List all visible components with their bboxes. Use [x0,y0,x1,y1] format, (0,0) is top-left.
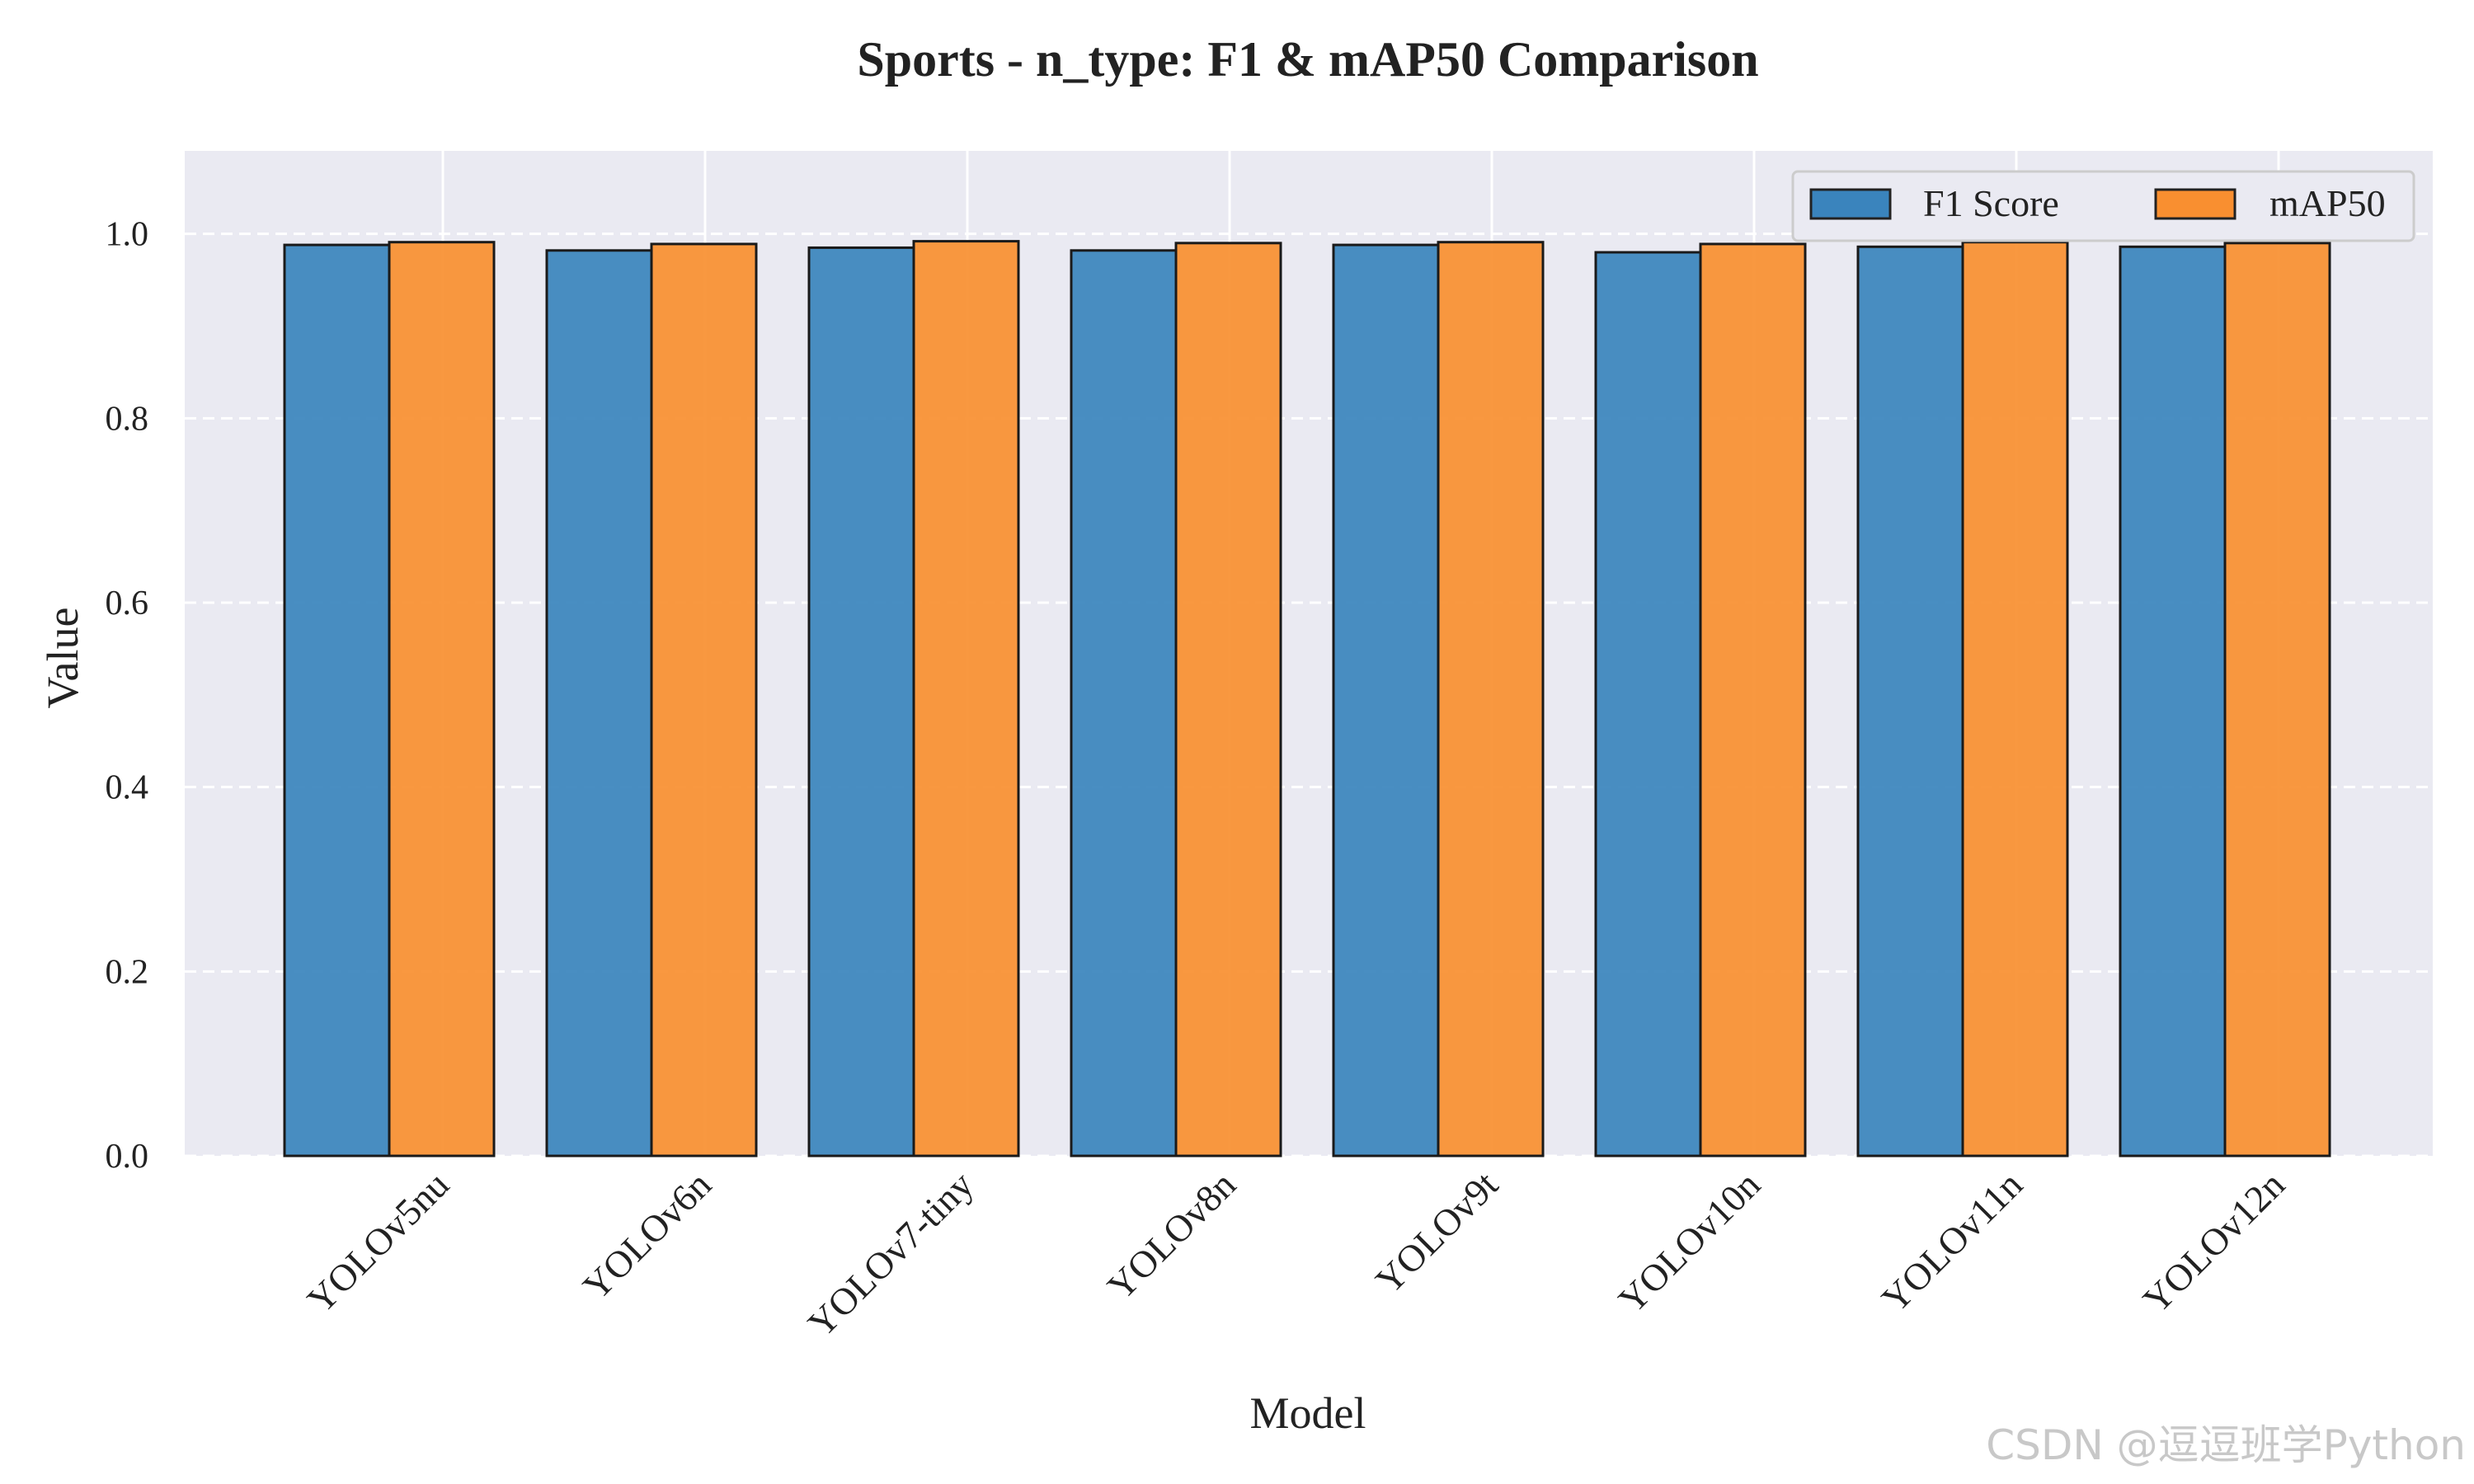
plot-area [185,151,2433,1156]
x-axis-label: Model [1250,1388,1366,1438]
watermark: CSDN @逗逗班学Python [1986,1421,2466,1469]
bar-map50-yolov6n [650,242,758,1158]
legend-swatch-map50 [2154,188,2236,220]
bar-map50-yolov11n [1961,241,2069,1158]
bar-map50-yolov10n [1699,242,1807,1158]
legend: F1 Score mAP50 [1791,170,2415,242]
y-tick-label: 0.8 [106,400,149,438]
bar-f1-score-yolov10n [1594,251,1702,1158]
legend-swatch-f1-score [1809,188,1892,220]
y-tick-label: 0.4 [106,769,149,807]
y-axis-label: Value [38,608,87,709]
legend-frame [1791,170,2415,242]
legend-label-map50: mAP50 [2269,182,2386,224]
bar-map50-yolov5nu [388,241,496,1158]
bar-f1-score-yolov8n [1070,249,1178,1158]
y-tick-label: 0.2 [106,953,149,991]
bar-f1-score-yolov11n [1856,245,1964,1158]
legend-label-f1-score: F1 Score [1923,182,2059,224]
bar-map50-yolov9t [1437,241,1545,1158]
bar-map50-yolov12n [2223,242,2331,1158]
y-tick-label: 0.6 [106,585,149,622]
bar-map50-yolov7-tiny [912,240,1020,1158]
bar-f1-score-yolov5nu [283,243,391,1158]
bar-f1-score-yolov7-tiny [807,246,915,1158]
bar-f1-score-yolov6n [545,249,653,1158]
bar-f1-score-yolov9t [1332,243,1440,1158]
chart-title: Sports - n_type: F1 & mAP50 Comparison [857,32,1758,87]
y-tick-label: 1.0 [106,216,149,254]
bar-map50-yolov8n [1174,242,1282,1158]
bar-f1-score-yolov12n [2119,245,2227,1158]
y-tick-label: 0.0 [106,1138,149,1176]
bars-layer [283,240,2331,1158]
y-axis-ticks: 0.0 0.2 0.4 0.6 0.8 1.0 [106,216,149,1176]
